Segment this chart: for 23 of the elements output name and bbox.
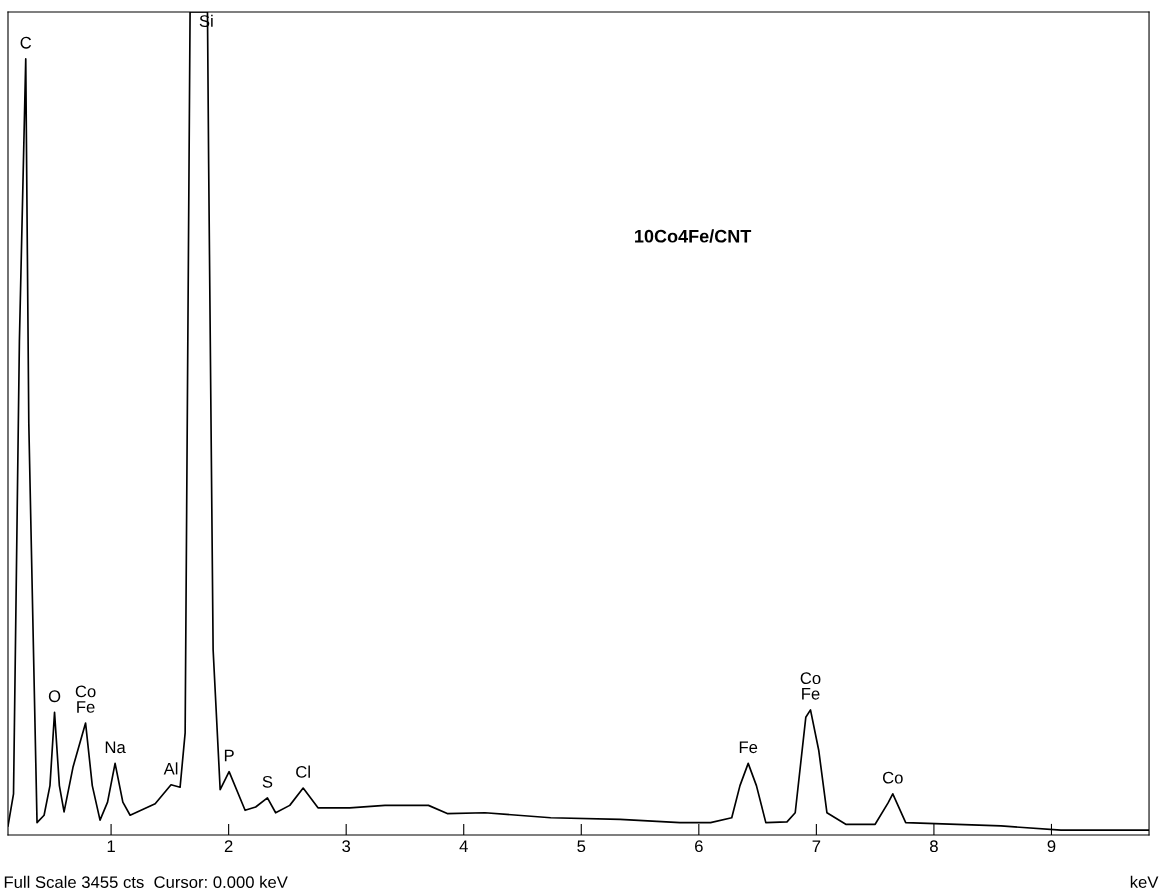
annotation: P (224, 749, 234, 762)
text: 10Co4Fe/CNT (635, 229, 752, 243)
text: Full Scale 3455 cts Cursor: 0.000 keV (4, 875, 288, 889)
x-tick-label: 7 (812, 840, 821, 852)
x-tick-label: 8 (930, 840, 938, 853)
annotation: Co (882, 771, 903, 784)
x-axis-title: keV (1130, 875, 1159, 889)
x-tick-label: 5 (577, 840, 586, 853)
x-tick-label: 2 (224, 840, 233, 852)
x-tick-label: 9 (1047, 840, 1056, 853)
annotation: S (262, 775, 273, 788)
annotation: Co Fe (75, 685, 96, 713)
annotation: Na (105, 741, 126, 754)
annotation: Fe (739, 741, 758, 754)
annotation: Co Fe (800, 672, 821, 700)
x-tick-label: 1 (107, 840, 115, 852)
annotation: Cl (296, 765, 310, 778)
annotation: Al (163, 762, 178, 775)
annotation: O (48, 690, 61, 703)
x-tick-label: 3 (342, 840, 351, 853)
x-tick-label: 4 (459, 840, 468, 852)
x-tick-label: 6 (695, 840, 703, 853)
annotation: C (20, 36, 32, 49)
